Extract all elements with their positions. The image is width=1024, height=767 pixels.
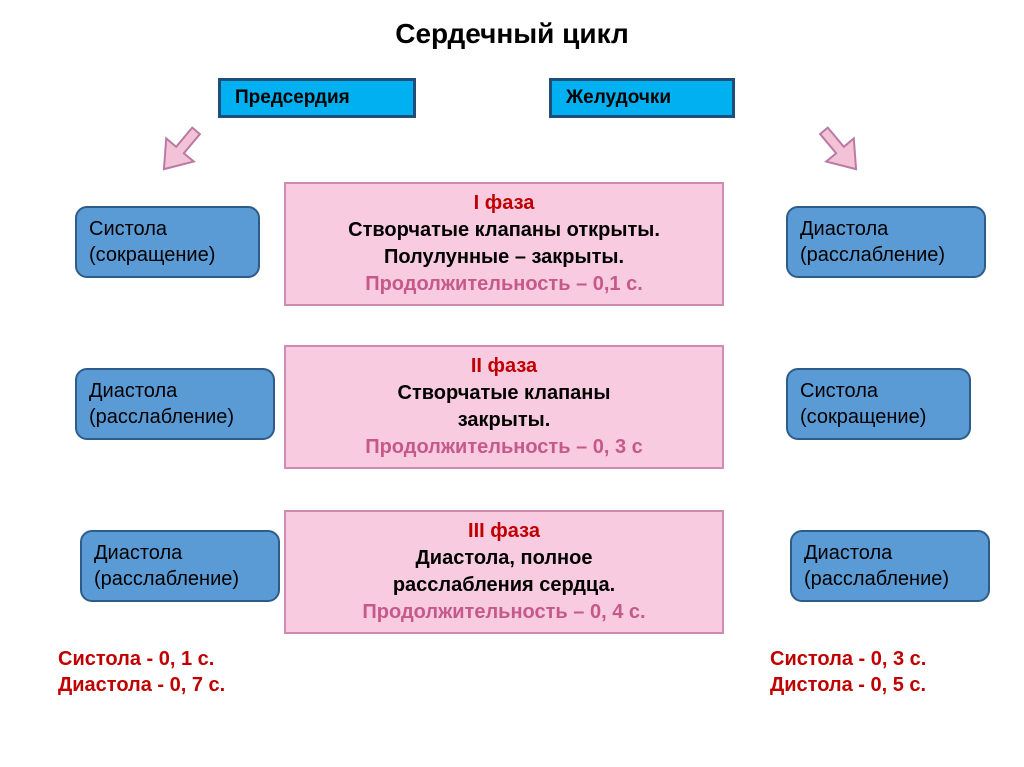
phase-body: закрыты. [296,407,712,434]
phase-box-3: III фаза Диастола, полное расслабления с… [284,510,724,634]
side-box-r2-left: Диастола (расслабление) [75,368,275,440]
phase-title: III фаза [296,518,712,545]
footer-left: Систола - 0, 1 с. Диастола - 0, 7 с. [58,646,225,698]
top-box-ventricles: Желудочки [549,78,735,118]
phase-body: Створчатые клапаны открыты. [296,217,712,244]
footer-line: Систола - 0, 3 с. [770,646,926,672]
side-box-r3-right: Диастола (расслабление) [790,530,990,602]
phase-duration: Продолжительность – 0,1 с. [296,271,712,298]
side-label: Систола [89,216,246,242]
footer-line: Систола - 0, 1 с. [58,646,225,672]
phase-body: расслабления сердца. [296,572,712,599]
phase-duration: Продолжительность – 0, 3 с [296,434,712,461]
phase-title: II фаза [296,353,712,380]
side-box-r3-left: Диастола (расслабление) [80,530,280,602]
phase-title: I фаза [296,190,712,217]
side-box-r2-right: Систола (сокращение) [786,368,971,440]
footer-right: Систола - 0, 3 с. Дистола - 0, 5 с. [770,646,926,698]
side-label: Диастола [89,378,261,404]
side-label: (расслабление) [94,566,266,592]
side-label: (расслабление) [804,566,976,592]
arrow-left-icon [150,120,210,185]
side-box-r1-right: Диастола (расслабление) [786,206,986,278]
side-label: (расслабление) [800,242,972,268]
phase-box-2: II фаза Створчатые клапаны закрыты. Прод… [284,345,724,469]
phase-body: Диастола, полное [296,545,712,572]
phase-body: Полулунные – закрыты. [296,244,712,271]
top-box-atria-label: Предсердия [235,87,350,108]
page-title: Сердечный цикл [0,0,1024,60]
footer-line: Дистола - 0, 5 с. [770,672,926,698]
side-box-r1-left: Систола (сокращение) [75,206,260,278]
side-label: Диастола [804,540,976,566]
side-label: (сокращение) [800,404,957,430]
side-label: Диастола [94,540,266,566]
phase-body: Створчатые клапаны [296,380,712,407]
side-label: (сокращение) [89,242,246,268]
side-label: Систола [800,378,957,404]
footer-line: Диастола - 0, 7 с. [58,672,225,698]
top-box-ventricles-label: Желудочки [566,87,671,108]
top-box-atria: Предсердия [218,78,416,118]
phase-duration: Продолжительность – 0, 4 с. [296,599,712,626]
side-label: (расслабление) [89,404,261,430]
phase-box-1: I фаза Створчатые клапаны открыты. Полул… [284,182,724,306]
arrow-right-icon [810,120,870,185]
side-label: Диастола [800,216,972,242]
